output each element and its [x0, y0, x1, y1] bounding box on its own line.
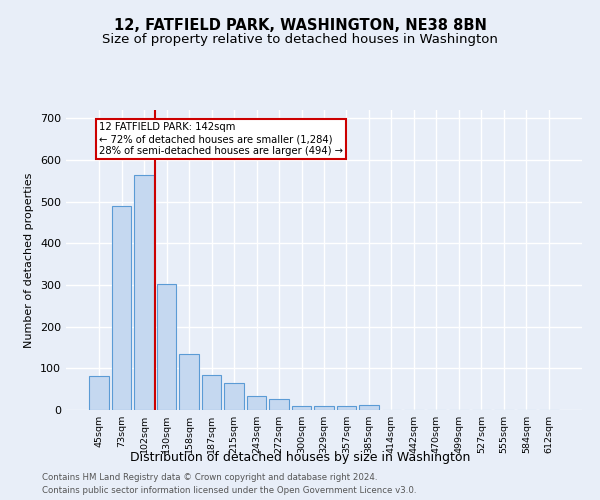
Bar: [112, 206, 131, 410]
Bar: [269, 399, 289, 410]
Y-axis label: Number of detached properties: Number of detached properties: [25, 172, 34, 348]
Text: 12, FATFIELD PARK, WASHINGTON, NE38 8BN: 12, FATFIELD PARK, WASHINGTON, NE38 8BN: [113, 18, 487, 32]
Bar: [134, 174, 154, 410]
Text: 12 FATFIELD PARK: 142sqm
← 72% of detached houses are smaller (1,284)
28% of sem: 12 FATFIELD PARK: 142sqm ← 72% of detach…: [100, 122, 343, 156]
Bar: [89, 376, 109, 410]
Bar: [359, 404, 379, 410]
Text: Distribution of detached houses by size in Washington: Distribution of detached houses by size …: [130, 451, 470, 464]
Text: Contains HM Land Registry data © Crown copyright and database right 2024.: Contains HM Land Registry data © Crown c…: [42, 474, 377, 482]
Text: Size of property relative to detached houses in Washington: Size of property relative to detached ho…: [102, 32, 498, 46]
Bar: [292, 406, 311, 410]
Bar: [314, 406, 334, 410]
Bar: [337, 406, 356, 410]
Bar: [157, 284, 176, 410]
Text: Contains public sector information licensed under the Open Government Licence v3: Contains public sector information licen…: [42, 486, 416, 495]
Bar: [202, 375, 221, 410]
Bar: [247, 396, 266, 410]
Bar: [179, 354, 199, 410]
Bar: [224, 384, 244, 410]
